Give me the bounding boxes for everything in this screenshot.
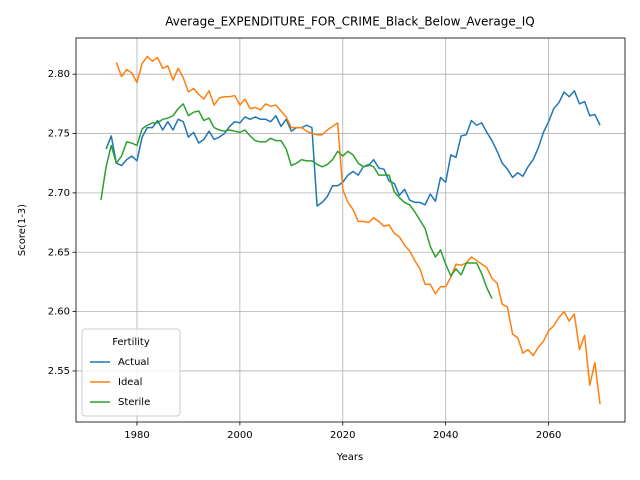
y-tick-label: 2.55 <box>48 366 70 377</box>
y-tick-label: 2.80 <box>48 69 70 80</box>
x-tick-label: 1980 <box>124 430 149 441</box>
y-tick-label: 2.65 <box>48 247 70 258</box>
line <box>105 90 601 207</box>
x-axis-label: Years <box>336 452 363 463</box>
x-tick-label: 2040 <box>433 430 458 441</box>
legend-label: Sterile <box>118 397 150 408</box>
y-tick-label: 2.75 <box>48 129 70 140</box>
y-tick-label: 2.70 <box>48 188 70 199</box>
x-tick-label: 2000 <box>227 430 252 441</box>
y-axis-label: Score(1-3) <box>17 204 28 256</box>
legend-title: Fertility <box>112 337 150 348</box>
x-tick-label: 2060 <box>536 430 561 441</box>
line <box>115 55 601 405</box>
axes-frame <box>75 37 626 423</box>
y-tick-label: 2.60 <box>48 307 70 318</box>
chart-title: Average_EXPENDITURE_FOR_CRIME_Black_Belo… <box>165 15 534 29</box>
x-tick-label: 2020 <box>330 430 355 441</box>
legend-box <box>81 328 181 417</box>
legend-label: Ideal <box>118 377 142 388</box>
legend-label: Actual <box>118 357 149 368</box>
line <box>100 103 493 299</box>
